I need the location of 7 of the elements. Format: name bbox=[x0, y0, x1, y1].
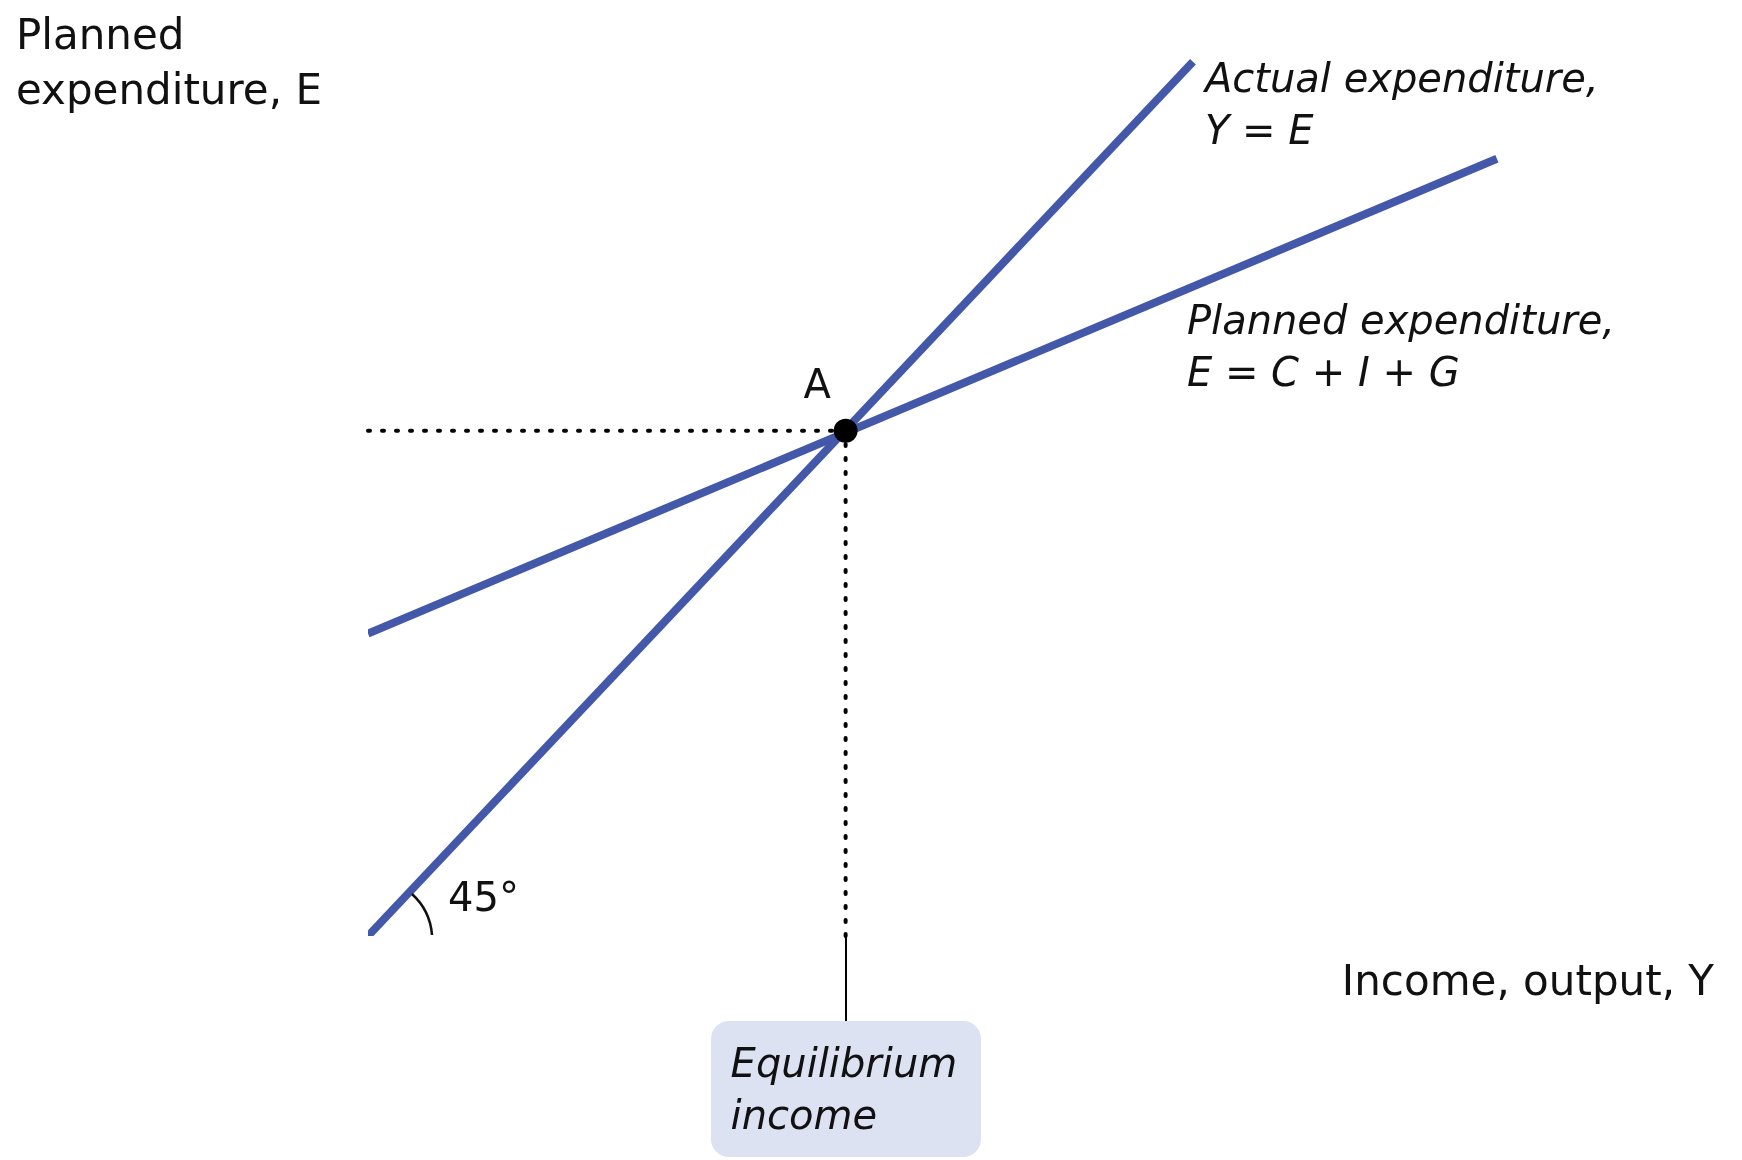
y-axis-title: Planned expenditure, E bbox=[16, 9, 322, 116]
text: Equilibrium income bbox=[730, 1040, 958, 1138]
annotation: 45° bbox=[448, 874, 519, 920]
series-label: Actual expenditure, Y = E bbox=[1204, 53, 1599, 155]
x-axis-title: Income, output, Y bbox=[1341, 956, 1714, 1005]
series-label: Planned expenditure, E = C + I + G bbox=[1186, 295, 1615, 397]
annotation: A bbox=[803, 360, 831, 407]
